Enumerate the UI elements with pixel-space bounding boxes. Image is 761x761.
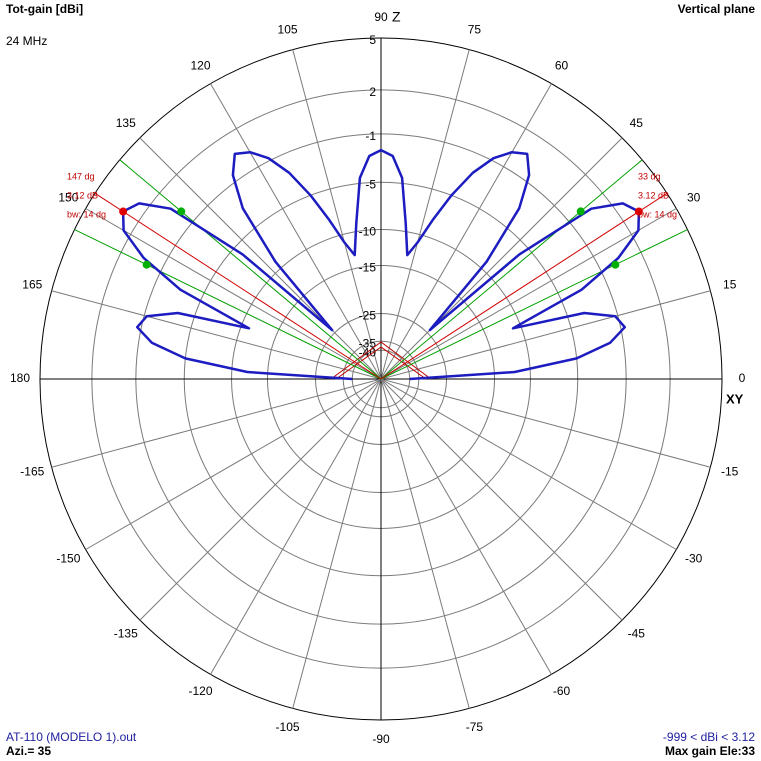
grid-spoke: [292, 378, 382, 709]
lobe-angle-label: 33 dg: [638, 171, 661, 181]
chart-title: Tot-gain [dBi]: [6, 2, 83, 16]
angle-tick-label: -75: [466, 720, 484, 734]
lobe-angle-label: 147 dg: [67, 171, 95, 181]
angle-tick-label: 120: [190, 59, 210, 73]
grid-spoke: [292, 49, 382, 380]
beamwidth-dot: [177, 207, 186, 216]
angle-tick-label: 105: [278, 22, 298, 36]
beamwidth-line: [380, 229, 688, 380]
grid-spoke: [380, 137, 623, 380]
max-gain-dot: [634, 207, 643, 216]
grid-spoke: [85, 378, 382, 550]
angle-tick-label: 150: [58, 191, 78, 205]
max-gain-line: [94, 192, 382, 380]
grid-spoke: [380, 378, 677, 550]
r-tick-label: -5: [365, 177, 376, 191]
grid-spoke: [210, 378, 382, 675]
grid-spoke: [85, 208, 382, 380]
angle-tick-label: 135: [116, 116, 136, 130]
grid-spoke: [380, 378, 623, 621]
angle-tick-label: -90: [372, 732, 390, 746]
ground-marker: [330, 341, 432, 380]
lobe-bw-label: bw: 14 dg: [638, 209, 677, 219]
grid-spoke: [380, 49, 470, 380]
r-tick-label: -10: [359, 225, 377, 239]
grid-spoke: [380, 290, 711, 380]
angle-tick-label: 90: [374, 10, 388, 24]
angle-tick-label: 165: [22, 278, 42, 292]
chart-subtitle: Vertical plane: [678, 2, 756, 16]
range-label: -999 < dBi < 3.12: [663, 730, 755, 744]
angle-tick-label: -150: [56, 552, 80, 566]
angle-tick-label: -135: [114, 626, 138, 640]
r-tick-label: -1: [365, 129, 376, 143]
grid-spoke: [51, 290, 382, 380]
angle-tick-label: 15: [723, 278, 737, 292]
max-gain-line: [380, 192, 668, 380]
grid-spoke: [380, 378, 711, 468]
r-tick-label: 2: [369, 85, 376, 99]
max-gain-label: Max gain Ele:33: [665, 744, 755, 758]
beamwidth-dot: [611, 260, 620, 269]
angle-tick-label: -30: [685, 552, 703, 566]
azimuth-label: Azi.= 35: [6, 744, 51, 758]
xy-label: XY: [726, 391, 744, 406]
r-tick-label: -15: [359, 261, 377, 275]
lobe-bw-label: bw: 14 dg: [67, 209, 106, 219]
lobe-gain-label: 3.12 dB: [638, 190, 669, 200]
beamwidth-line: [74, 229, 382, 380]
angle-tick-label: -165: [20, 465, 44, 479]
angle-tick-label: -60: [553, 684, 571, 698]
beamwidth-dot: [576, 207, 585, 216]
angle-tick-label: 0: [739, 371, 746, 385]
grid-spoke: [210, 83, 382, 380]
frequency: 24 MHz: [6, 34, 47, 48]
angle-tick-label: 30: [687, 191, 701, 205]
beamwidth-line: [380, 159, 643, 380]
r-tick-label: -35: [359, 336, 377, 350]
grid-spoke: [380, 378, 552, 675]
r-tick-label: -25: [359, 309, 377, 323]
grid-spoke: [380, 83, 552, 380]
angle-tick-label: -105: [276, 720, 300, 734]
r-tick-label: 5: [369, 33, 376, 47]
angle-tick-label: -120: [188, 684, 212, 698]
lobe-gain-label: 3.12 dB: [67, 190, 98, 200]
grid-spoke: [51, 378, 382, 468]
grid-spoke: [380, 208, 677, 380]
z-label: Z: [392, 9, 401, 25]
angle-tick-label: -45: [628, 626, 646, 640]
pattern-line: [121, 148, 641, 381]
grid-spoke: [139, 137, 382, 380]
beamwidth-line: [119, 159, 382, 380]
file-label: AT-110 (MODELO 1).out: [6, 730, 137, 744]
angle-tick-label: 180: [10, 371, 30, 385]
angle-tick-label: 60: [555, 59, 569, 73]
angle-tick-label: -15: [721, 465, 739, 479]
grid-spoke: [380, 378, 470, 709]
beamwidth-dot: [142, 260, 151, 269]
grid-spoke: [139, 378, 382, 621]
angle-tick-label: 75: [468, 22, 482, 36]
angle-tick-label: 45: [630, 116, 644, 130]
max-gain-dot: [119, 207, 128, 216]
